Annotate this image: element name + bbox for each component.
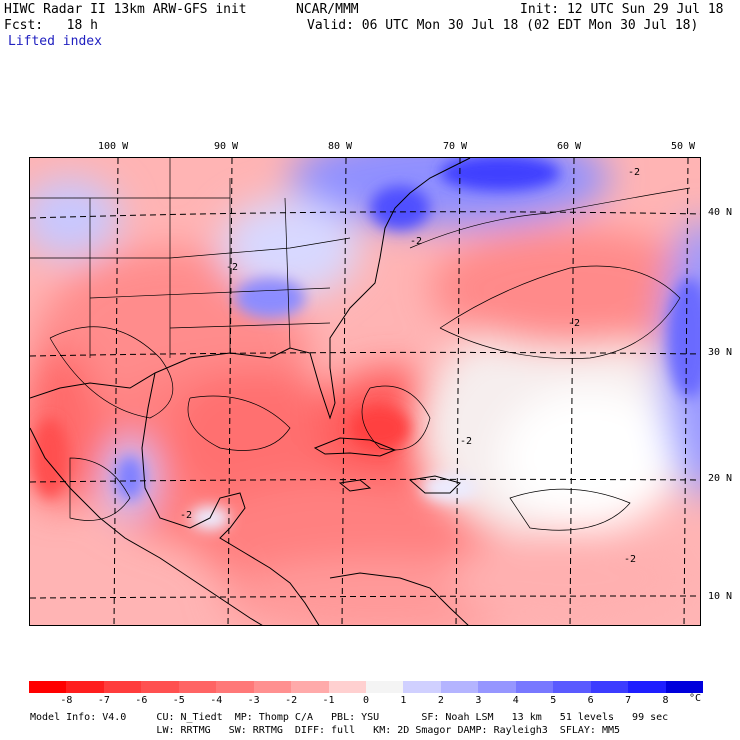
colorbar-cell xyxy=(440,681,479,693)
colorbar-tick-label: 2 xyxy=(437,695,444,706)
coastlines xyxy=(30,158,471,625)
colorbar-tick-label: -2 xyxy=(285,695,298,706)
colorbar-tick-label: 3 xyxy=(475,695,482,706)
longitude-label: 70 W xyxy=(443,141,468,152)
latitude-label: 10 N xyxy=(708,591,733,602)
longitude-label: 90 W xyxy=(214,141,239,152)
colorbar-tick-label: 7 xyxy=(625,695,632,706)
contour-label: -2 xyxy=(568,318,581,329)
colorbar-cell xyxy=(66,681,105,693)
latitude-label: 20 N xyxy=(708,473,733,484)
contours xyxy=(49,187,691,531)
contour-label: -2 xyxy=(624,554,637,565)
contour-label: -2 xyxy=(226,262,239,273)
forecast-hour: Fcst: 18 h xyxy=(4,18,98,33)
contour-label: -2 xyxy=(180,510,193,521)
colorbar-cell xyxy=(178,681,217,693)
colorbar-cell xyxy=(628,681,667,693)
colorbar-cell xyxy=(328,681,367,693)
valid-time: Valid: 06 UTC Mon 30 Jul 18 (02 EDT Mon … xyxy=(307,18,699,33)
colorbar-cell xyxy=(253,681,292,693)
colorbar-tick-label: -6 xyxy=(135,695,148,706)
colorbar-cell xyxy=(590,681,629,693)
colorbar-tick-label: 5 xyxy=(550,695,557,706)
colorbar-tick-label: -7 xyxy=(97,695,110,706)
colorbar-cell xyxy=(478,681,517,693)
colorbar-cell xyxy=(366,681,404,693)
colorbar-cell xyxy=(103,681,142,693)
colorbar-tick-label: 8 xyxy=(662,695,669,706)
contour-label: -2 xyxy=(628,167,641,178)
colorbar-tick-label: 6 xyxy=(587,695,594,706)
colorbar-cell xyxy=(665,681,704,693)
longitude-label: 80 W xyxy=(328,141,353,152)
latitude-label: 30 N xyxy=(708,347,733,358)
model-info-line2: LW: RRTMG SW: RRTMG DIFF: full KM: 2D Sm… xyxy=(30,725,621,736)
colorbar-cell xyxy=(291,681,330,693)
colorbar-cell xyxy=(141,681,180,693)
colorbar-cell xyxy=(29,681,67,693)
model-info-line1: Model Info: V4.0 CU: N_Tiedt MP: Thomp C… xyxy=(30,712,669,723)
init-time: Init: 12 UTC Sun 29 Jul 18 xyxy=(520,2,724,17)
colorbar-cell xyxy=(216,681,255,693)
colorbar-tick-label: -1 xyxy=(322,695,335,706)
colorbar-cell xyxy=(403,681,442,693)
longitude-label: 50 W xyxy=(671,141,696,152)
colorbar-unit: °C xyxy=(689,693,702,704)
colorbar-tick-label: -5 xyxy=(172,695,185,706)
colorbar-tick-label: 0 xyxy=(362,695,370,706)
colorbar-cell xyxy=(553,681,592,693)
longitude-label: 100 W xyxy=(98,141,129,152)
colorbar-tick-label: -3 xyxy=(247,695,260,706)
colorbar-cell xyxy=(515,681,554,693)
field-name: Lifted index xyxy=(8,34,102,49)
latitude-label: 40 N xyxy=(708,207,733,218)
lifted-index-map: -2 -2 -2 -2 -2 -2 -2 xyxy=(29,157,701,626)
colorbar-tick-label: -8 xyxy=(60,695,73,706)
longitude-label: 60 W xyxy=(557,141,582,152)
organization-label: NCAR/MMM xyxy=(296,2,359,17)
map-graphic xyxy=(30,158,700,625)
graticule xyxy=(30,158,700,625)
contour-label: -2 xyxy=(460,436,473,447)
colorbar-tick-label: 1 xyxy=(400,695,407,706)
contour-label: -2 xyxy=(410,236,423,247)
boundaries xyxy=(30,158,351,358)
model-title: HIWC Radar II 13km ARW-GFS init xyxy=(4,2,247,17)
colorbar-tick-label: -4 xyxy=(210,695,223,706)
field-detail xyxy=(32,158,700,530)
colorbar-tick-label: 4 xyxy=(512,695,519,706)
